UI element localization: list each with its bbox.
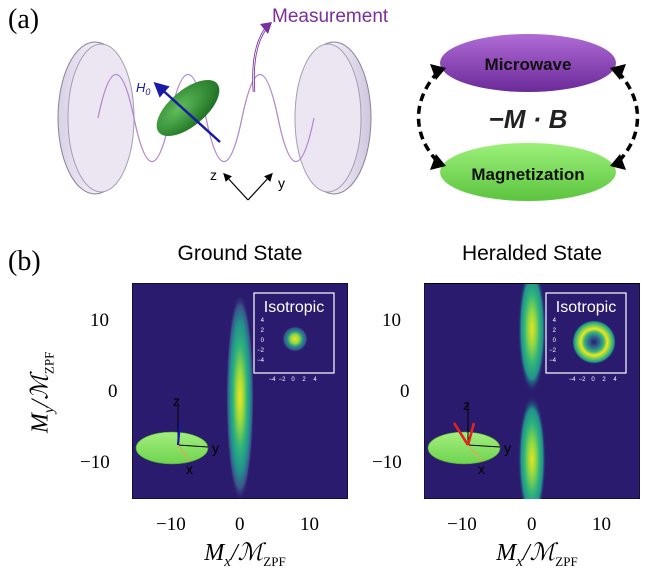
heralded-upper-lobe	[518, 283, 546, 393]
plot-2-inset: Isotropic 4 2 0 −2 −4 −4 −2 0 2 4	[545, 292, 627, 383]
svg-text:Microwave: Microwave	[485, 55, 572, 74]
heralded-lower-lobe	[518, 395, 546, 499]
plot-1-ytick-10: 10	[90, 310, 109, 331]
plot-1-x-axis-title: Mx/ℳZPF	[204, 540, 286, 570]
plot-1-inset: Isotropic 4 2 0 −2 −4 −4 −2 0 2 4	[253, 292, 335, 383]
axes-zy: z y	[210, 167, 285, 201]
svg-text:0: 0	[591, 377, 595, 383]
field-arrow	[153, 81, 221, 143]
panel-a-diagram: H0 Measurement z y Microwave Magnetizati…	[57, 6, 640, 201]
measurement-label: Measurement	[272, 6, 389, 27]
plot-1-ytick-m10: −10	[80, 452, 110, 473]
measurement-arrow-head	[260, 22, 272, 34]
panel-a-label: (a)	[8, 4, 40, 35]
y-axis-title: My/ℳZPF	[27, 351, 58, 434]
svg-text:0: 0	[291, 377, 295, 383]
panel-b-label: (b)	[8, 246, 41, 277]
ground-state-distribution	[226, 293, 254, 499]
plot-1-ground-state: Isotropic 4 2 0 −2 −4 −4 −2 0 2 4 z y x	[132, 283, 348, 499]
svg-text:z: z	[463, 397, 470, 413]
svg-text:2: 2	[261, 328, 265, 334]
svg-text:Isotropic: Isotropic	[556, 299, 616, 316]
svg-text:z: z	[210, 167, 217, 183]
svg-text:−2: −2	[579, 377, 587, 383]
svg-text:0: 0	[261, 338, 265, 344]
svg-text:−2: −2	[257, 348, 265, 354]
right-mirror	[294, 41, 372, 195]
plot-2-spin-disc: z y x	[427, 397, 511, 477]
plot-2-xtick-0: 0	[527, 514, 537, 535]
svg-text:−4: −4	[257, 358, 265, 364]
svg-text:2: 2	[553, 328, 557, 334]
svg-text:4: 4	[261, 318, 265, 324]
field-label: H0	[136, 80, 150, 97]
magnetization-node: Magnetization	[440, 143, 616, 201]
svg-text:−2: −2	[279, 377, 287, 383]
plot-2-ytick-10: 10	[382, 310, 401, 331]
left-mirror	[57, 41, 135, 195]
plot-2-x-axis-title: Mx/ℳZPF	[496, 540, 578, 570]
plot-2-xtick-10: 10	[592, 514, 611, 535]
plot-2-heralded-state: Isotropic 4 2 0 −2 −4 −4 −2 0 2 4 z y x	[424, 283, 640, 499]
svg-text:x: x	[186, 461, 193, 477]
plot-2-ytick-0: 0	[400, 381, 410, 402]
svg-text:y: y	[504, 440, 511, 456]
svg-text:x: x	[478, 461, 485, 477]
svg-text:−4: −4	[569, 377, 577, 383]
svg-text:4: 4	[613, 377, 617, 383]
svg-text:4: 4	[313, 377, 317, 383]
svg-text:−2: −2	[549, 348, 557, 354]
plot-1-xtick-10: 10	[300, 514, 319, 535]
plot-2-title: Heralded State	[461, 242, 603, 265]
plot-1-xtick-m10: −10	[156, 514, 186, 535]
plot-2-xtick-m10: −10	[447, 514, 477, 535]
svg-text:0: 0	[553, 338, 557, 344]
plot-2-ytick-m10: −10	[372, 452, 402, 473]
plot-1-spin-disc: z y x	[135, 393, 219, 477]
coupling-arrow-right	[616, 70, 640, 164]
svg-text:2: 2	[602, 377, 606, 383]
svg-text:2: 2	[302, 377, 306, 383]
cavity-wave	[97, 73, 315, 163]
plot-1-title: Ground State	[177, 242, 303, 265]
measurement-arrow	[252, 27, 268, 93]
magnet-ellipsoid	[156, 79, 220, 137]
svg-text:z: z	[173, 393, 180, 409]
coupling-label: −M · B	[489, 104, 568, 134]
plot-1-ytick-0: 0	[108, 381, 118, 402]
microwave-node: Microwave	[440, 34, 616, 92]
svg-text:4: 4	[553, 318, 557, 324]
coupling-arrow-left	[416, 70, 440, 164]
svg-text:y: y	[278, 175, 285, 191]
plot-1-xtick-0: 0	[235, 514, 245, 535]
svg-text:Isotropic: Isotropic	[264, 299, 324, 316]
svg-text:y: y	[212, 440, 219, 456]
svg-text:−4: −4	[269, 377, 277, 383]
svg-text:Magnetization: Magnetization	[471, 165, 584, 184]
svg-text:−4: −4	[549, 358, 557, 364]
